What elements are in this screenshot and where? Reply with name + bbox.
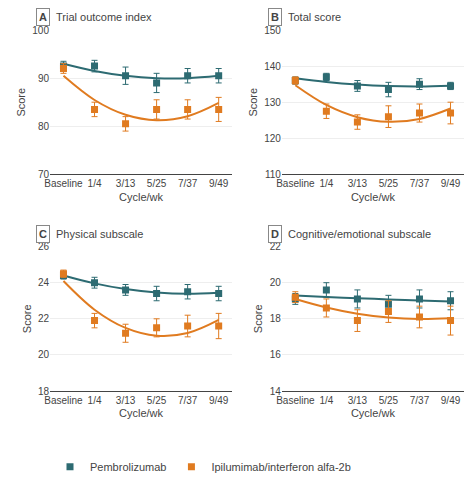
svg-text:5/25: 5/25 <box>147 178 167 189</box>
svg-text:Score: Score <box>252 304 264 333</box>
svg-text:Cycle/wk: Cycle/wk <box>119 191 164 203</box>
svg-text:70: 70 <box>38 169 50 180</box>
svg-text:80: 80 <box>38 121 50 132</box>
svg-text:7/37: 7/37 <box>410 395 430 406</box>
svg-text:9/49: 9/49 <box>441 178 461 189</box>
svg-text:Score: Score <box>247 88 259 117</box>
svg-text:Baseline: Baseline <box>44 178 83 189</box>
svg-text:18: 18 <box>38 386 50 397</box>
svg-text:18: 18 <box>270 313 282 324</box>
svg-text:Trial outcome index: Trial outcome index <box>56 11 152 23</box>
svg-text:B: B <box>271 11 279 23</box>
svg-text:A: A <box>39 11 47 23</box>
svg-text:Baseline: Baseline <box>276 395 315 406</box>
svg-text:9/49: 9/49 <box>209 178 229 189</box>
svg-text:26: 26 <box>38 241 50 252</box>
svg-text:22: 22 <box>38 313 50 324</box>
svg-text:5/25: 5/25 <box>379 395 399 406</box>
svg-text:5/25: 5/25 <box>147 395 167 406</box>
svg-text:3/13: 3/13 <box>116 395 136 406</box>
svg-text:150: 150 <box>264 25 281 36</box>
svg-text:Cycle/wk: Cycle/wk <box>351 191 396 203</box>
svg-text:Score: Score <box>15 88 27 117</box>
svg-text:1/4: 1/4 <box>88 395 102 406</box>
svg-text:20: 20 <box>270 277 282 288</box>
svg-text:1/4: 1/4 <box>88 178 102 189</box>
svg-text:24: 24 <box>38 277 50 288</box>
svg-text:3/13: 3/13 <box>348 395 368 406</box>
svg-text:Cycle/wk: Cycle/wk <box>351 407 396 419</box>
svg-text:3/13: 3/13 <box>348 178 368 189</box>
svg-text:Physical subscale: Physical subscale <box>56 228 143 240</box>
svg-text:D: D <box>271 228 279 240</box>
svg-text:7/37: 7/37 <box>178 395 198 406</box>
svg-text:130: 130 <box>264 97 281 108</box>
svg-text:140: 140 <box>264 61 281 72</box>
svg-text:C: C <box>39 228 47 240</box>
svg-text:Pembrolizumab: Pembrolizumab <box>90 461 166 473</box>
svg-text:1/4: 1/4 <box>319 395 333 406</box>
svg-text:9/49: 9/49 <box>441 395 461 406</box>
svg-text:16: 16 <box>270 349 282 360</box>
svg-text:Baseline: Baseline <box>44 395 83 406</box>
svg-text:Score: Score <box>21 304 33 333</box>
svg-text:Cycle/wk: Cycle/wk <box>119 407 164 419</box>
svg-text:3/13: 3/13 <box>116 178 136 189</box>
svg-text:Cognitive/emotional subscale: Cognitive/emotional subscale <box>288 228 431 240</box>
svg-text:5/25: 5/25 <box>379 178 399 189</box>
svg-text:7/37: 7/37 <box>410 178 430 189</box>
svg-text:120: 120 <box>264 133 281 144</box>
svg-text:Total score: Total score <box>288 11 341 23</box>
svg-text:110: 110 <box>265 169 281 180</box>
svg-text:9/49: 9/49 <box>209 395 229 406</box>
svg-text:1/4: 1/4 <box>319 178 333 189</box>
svg-text:14: 14 <box>270 386 282 397</box>
svg-text:22: 22 <box>270 241 282 252</box>
svg-text:20: 20 <box>38 349 50 360</box>
svg-text:100: 100 <box>32 25 49 36</box>
svg-text:7/37: 7/37 <box>178 178 198 189</box>
svg-text:90: 90 <box>38 73 50 84</box>
svg-text:Baseline: Baseline <box>276 178 315 189</box>
svg-text:Ipilumimab/interferon alfa-2b: Ipilumimab/interferon alfa-2b <box>211 461 350 473</box>
